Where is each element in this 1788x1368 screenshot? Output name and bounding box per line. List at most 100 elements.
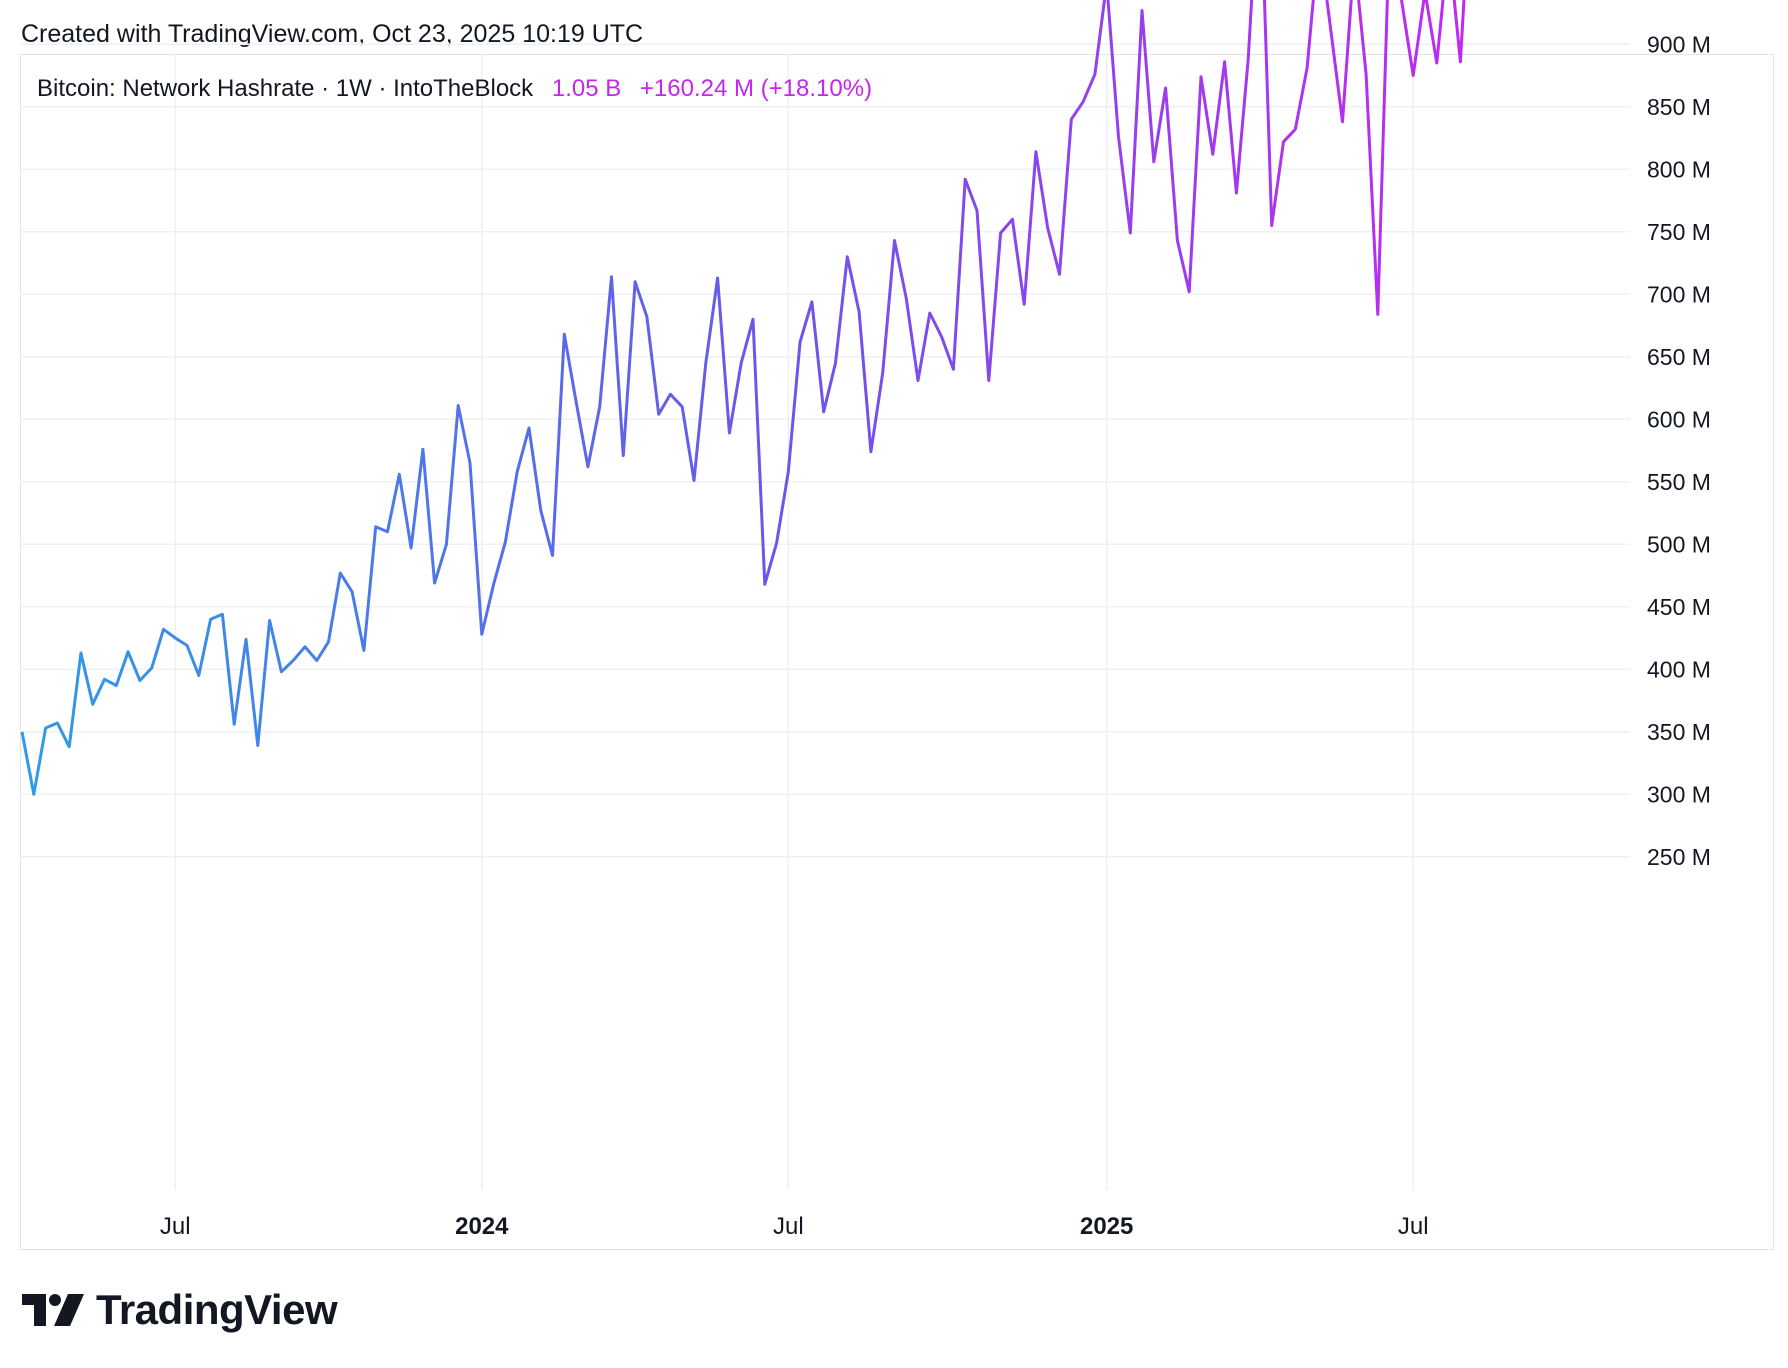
data-point[interactable] (1031, 147, 1041, 157)
data-point[interactable] (347, 587, 357, 597)
data-point[interactable] (1326, 24, 1336, 34)
data-point[interactable] (1231, 188, 1241, 198)
data-point[interactable] (158, 624, 168, 634)
data-point[interactable] (842, 252, 852, 262)
data-point[interactable] (772, 538, 782, 548)
data-point[interactable] (1078, 97, 1088, 107)
data-point[interactable] (123, 647, 133, 657)
data-point[interactable] (713, 273, 723, 283)
data-point[interactable] (88, 699, 98, 709)
data-point[interactable] (1184, 287, 1194, 297)
data-point[interactable] (206, 614, 216, 624)
data-point[interactable] (465, 458, 475, 468)
data-point[interactable] (1172, 236, 1182, 246)
data-point[interactable] (701, 358, 711, 368)
data-point[interactable] (984, 376, 994, 386)
data-point[interactable] (371, 522, 381, 532)
data-point[interactable] (1149, 157, 1159, 167)
data-point[interactable] (937, 332, 947, 342)
data-point[interactable] (394, 469, 404, 479)
data-point[interactable] (253, 741, 263, 751)
data-point[interactable] (111, 681, 121, 691)
data-point[interactable] (418, 444, 428, 454)
data-point[interactable] (64, 742, 74, 752)
data-point[interactable] (1007, 214, 1017, 224)
data-point[interactable] (536, 506, 546, 516)
data-point[interactable] (960, 174, 970, 184)
data-point[interactable] (854, 307, 864, 317)
data-point[interactable] (194, 671, 204, 681)
data-point[interactable] (1137, 6, 1147, 16)
data-point[interactable] (607, 272, 617, 282)
data-point[interactable] (1125, 228, 1135, 238)
data-point[interactable] (913, 376, 923, 386)
data-point[interactable] (1090, 69, 1100, 79)
data-point[interactable] (1161, 83, 1171, 93)
data-point[interactable] (76, 648, 86, 658)
data-point[interactable] (52, 718, 62, 728)
data-point[interactable] (724, 428, 734, 438)
data-point[interactable] (1290, 124, 1300, 134)
data-point[interactable] (819, 407, 829, 417)
data-point[interactable] (571, 397, 581, 407)
data-point[interactable] (866, 447, 876, 457)
data-point[interactable] (1361, 69, 1371, 79)
tradingview-logo[interactable]: TradingView (22, 1286, 338, 1334)
data-point[interactable] (265, 616, 275, 626)
data-point[interactable] (548, 551, 558, 561)
data-point[interactable] (831, 358, 841, 368)
data-point[interactable] (382, 527, 392, 537)
data-point[interactable] (1196, 72, 1206, 82)
data-point[interactable] (288, 656, 298, 666)
data-point[interactable] (677, 402, 687, 412)
data-point[interactable] (618, 451, 628, 461)
data-point[interactable] (441, 539, 451, 549)
data-point[interactable] (595, 402, 605, 412)
data-point[interactable] (654, 409, 664, 419)
data-point[interactable] (1208, 149, 1218, 159)
data-point[interactable] (1043, 223, 1053, 233)
data-point[interactable] (312, 656, 322, 666)
data-point[interactable] (217, 609, 227, 619)
data-point[interactable] (583, 462, 593, 472)
data-point[interactable] (182, 641, 192, 651)
data-point[interactable] (1267, 221, 1277, 231)
data-point[interactable] (1408, 71, 1418, 81)
data-point[interactable] (489, 579, 499, 589)
data-point[interactable] (512, 467, 522, 477)
data-point[interactable] (500, 537, 510, 547)
data-point[interactable] (1113, 132, 1123, 142)
data-point[interactable] (1302, 63, 1312, 73)
data-point[interactable] (972, 206, 982, 216)
data-point[interactable] (170, 633, 180, 643)
data-point[interactable] (1019, 299, 1029, 309)
data-point[interactable] (642, 312, 652, 322)
data-point[interactable] (1373, 309, 1383, 319)
data-point[interactable] (559, 329, 569, 339)
data-point[interactable] (748, 314, 758, 324)
data-point[interactable] (229, 719, 239, 729)
data-point[interactable] (996, 228, 1006, 238)
data-point[interactable] (430, 578, 440, 588)
data-point[interactable] (241, 634, 251, 644)
data-point[interactable] (878, 368, 888, 378)
data-point[interactable] (889, 236, 899, 246)
data-point[interactable] (760, 579, 770, 589)
series-line-hashrate[interactable] (20, 0, 1472, 796)
data-point[interactable] (300, 642, 310, 652)
data-point[interactable] (335, 568, 345, 578)
data-point[interactable] (1396, 0, 1406, 4)
data-point[interactable] (406, 543, 416, 553)
data-point[interactable] (453, 401, 463, 411)
data-point[interactable] (1055, 269, 1065, 279)
data-point[interactable] (1455, 57, 1465, 67)
data-point[interactable] (359, 646, 369, 656)
data-point[interactable] (948, 364, 958, 374)
data-point[interactable] (1432, 58, 1442, 68)
data-point[interactable] (807, 297, 817, 307)
data-point[interactable] (925, 308, 935, 318)
data-point[interactable] (795, 337, 805, 347)
data-point[interactable] (135, 676, 145, 686)
data-point[interactable] (1220, 57, 1230, 67)
